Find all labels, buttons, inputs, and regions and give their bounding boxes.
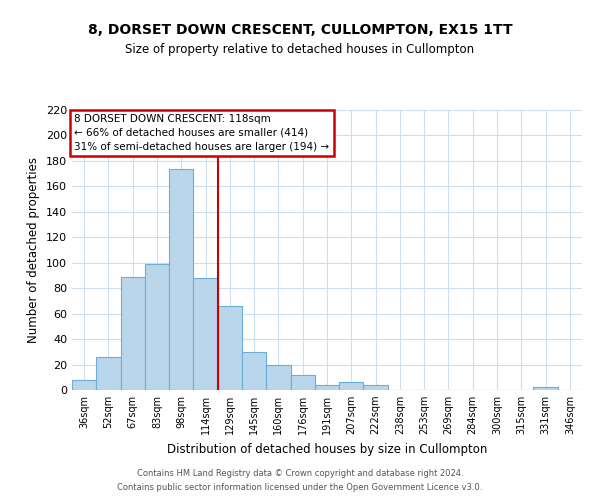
Bar: [339, 382, 364, 390]
Bar: [145, 264, 169, 390]
Text: Contains public sector information licensed under the Open Government Licence v3: Contains public sector information licen…: [118, 484, 482, 492]
Text: 8 DORSET DOWN CRESCENT: 118sqm
← 66% of detached houses are smaller (414)
31% of: 8 DORSET DOWN CRESCENT: 118sqm ← 66% of …: [74, 114, 329, 152]
Y-axis label: Number of detached properties: Number of detached properties: [28, 157, 40, 343]
Bar: [193, 278, 218, 390]
Bar: [121, 276, 145, 390]
Text: Contains HM Land Registry data © Crown copyright and database right 2024.: Contains HM Land Registry data © Crown c…: [137, 468, 463, 477]
Bar: [218, 306, 242, 390]
Bar: [72, 380, 96, 390]
Bar: [169, 168, 193, 390]
Bar: [290, 374, 315, 390]
Bar: [96, 357, 121, 390]
Bar: [266, 364, 290, 390]
Text: Size of property relative to detached houses in Cullompton: Size of property relative to detached ho…: [125, 42, 475, 56]
X-axis label: Distribution of detached houses by size in Cullompton: Distribution of detached houses by size …: [167, 442, 487, 456]
Bar: [364, 385, 388, 390]
Text: 8, DORSET DOWN CRESCENT, CULLOMPTON, EX15 1TT: 8, DORSET DOWN CRESCENT, CULLOMPTON, EX1…: [88, 22, 512, 36]
Bar: [533, 388, 558, 390]
Bar: [242, 352, 266, 390]
Bar: [315, 385, 339, 390]
